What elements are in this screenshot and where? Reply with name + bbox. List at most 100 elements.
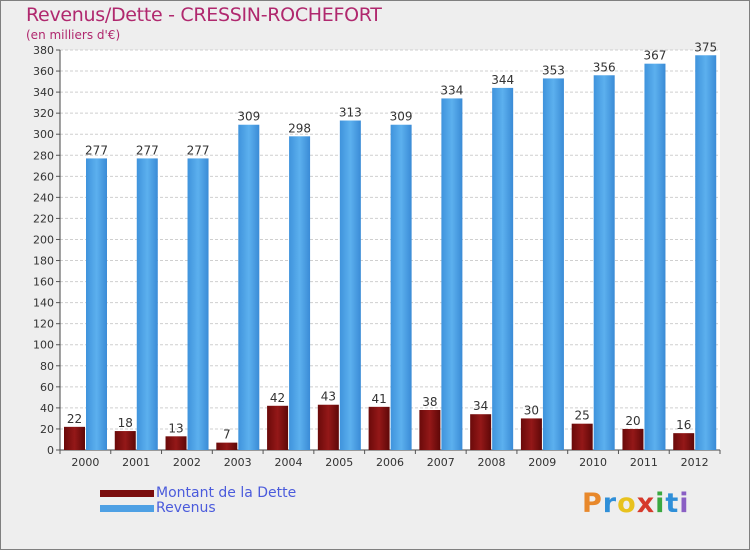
x-tick-label: 2004 (274, 456, 302, 469)
x-tick-label: 2003 (224, 456, 252, 469)
value-label-revenus: 353 (542, 63, 565, 77)
y-tick-label: 140 (33, 297, 54, 310)
x-tick-label: 2005 (325, 456, 353, 469)
value-label-dette: 20 (625, 414, 640, 428)
y-tick-label: 20 (40, 423, 54, 436)
value-label-dette: 13 (168, 421, 183, 435)
x-tick-label: 2001 (122, 456, 150, 469)
y-tick-label: 240 (33, 191, 54, 204)
value-label-dette: 42 (270, 391, 285, 405)
bar-dette (470, 414, 492, 450)
legend-label-dette: Montant de la Dette (156, 485, 297, 501)
y-tick-label: 360 (33, 65, 54, 78)
bar-dette (571, 423, 593, 450)
value-label-revenus: 313 (339, 106, 362, 120)
x-tick-label: 2000 (71, 456, 99, 469)
value-label-revenus: 356 (593, 60, 616, 74)
bar-dette (317, 404, 339, 450)
value-label-dette: 18 (118, 416, 133, 430)
value-label-revenus: 277 (136, 143, 159, 157)
x-tick-label: 2010 (579, 456, 607, 469)
x-tick-label: 2007 (427, 456, 455, 469)
value-label-revenus: 375 (694, 40, 717, 54)
value-label-dette: 30 (524, 403, 539, 417)
y-tick-label: 160 (33, 276, 54, 289)
logo-letter: t (665, 488, 680, 519)
x-tick-label: 2008 (478, 456, 506, 469)
x-tick-label: 2012 (681, 456, 709, 469)
bar-dette (520, 418, 542, 450)
bar-dette (267, 405, 289, 450)
value-label-dette: 25 (575, 409, 590, 423)
chart-title: Revenus/Dette - CRESSIN-ROCHEFORT (26, 4, 382, 26)
y-tick-label: 40 (40, 402, 54, 415)
bar-dette (419, 410, 441, 450)
bar-dette (165, 436, 187, 450)
y-tick-label: 180 (33, 255, 54, 268)
bar-dette (622, 428, 644, 450)
value-label-revenus: 367 (644, 49, 667, 63)
x-tick-label: 2006 (376, 456, 404, 469)
logo-letter: x (636, 488, 656, 519)
y-tick-label: 0 (47, 444, 54, 457)
value-label-dette: 34 (473, 399, 488, 413)
value-label-dette: 7 (223, 428, 231, 442)
x-tick-label: 2009 (528, 456, 556, 469)
x-tick-label: 2002 (173, 456, 201, 469)
bar-revenus (644, 63, 666, 451)
bar-revenus (695, 55, 717, 451)
value-label-revenus: 277 (187, 143, 210, 157)
bar-revenus (339, 120, 361, 451)
bar-revenus (136, 158, 158, 450)
value-label-dette: 43 (321, 390, 336, 404)
logo-letter: o (617, 488, 637, 519)
y-tick-label: 200 (33, 233, 54, 246)
value-label-revenus: 298 (288, 121, 311, 135)
value-label-revenus: 344 (491, 73, 514, 87)
y-tick-label: 300 (33, 128, 54, 141)
bar-revenus (390, 124, 412, 450)
value-label-dette: 22 (67, 412, 82, 426)
y-tick-label: 320 (33, 107, 54, 120)
bar-revenus (593, 75, 615, 451)
legend-label-revenus: Revenus (156, 500, 216, 516)
value-label-dette: 38 (422, 395, 437, 409)
logo-letter: i (679, 488, 690, 519)
value-label-revenus: 309 (237, 110, 260, 124)
y-tick-label: 80 (40, 360, 54, 373)
bar-revenus (238, 124, 260, 450)
value-label-revenus: 334 (440, 83, 463, 97)
legend-swatch-dette (100, 490, 154, 497)
legend-swatch-revenus (100, 505, 154, 512)
logo-letter: P (582, 488, 603, 519)
logo-letter: r (602, 488, 618, 519)
y-tick-label: 220 (33, 212, 54, 225)
bar-revenus (86, 158, 107, 450)
bar-dette (673, 433, 695, 450)
bar-revenus (441, 98, 463, 450)
y-tick-label: 380 (33, 44, 54, 57)
proxiti-logo: Proxiti (582, 488, 690, 519)
bar-dette (368, 406, 390, 450)
value-label-dette: 16 (676, 418, 691, 432)
bar-revenus (187, 158, 209, 450)
x-tick-label: 2011 (630, 456, 658, 469)
y-tick-label: 120 (33, 318, 54, 331)
bar-dette (64, 426, 85, 450)
y-tick-label: 340 (33, 86, 54, 99)
value-label-revenus: 277 (85, 143, 108, 157)
bar-revenus (492, 87, 514, 450)
bar-dette (114, 431, 136, 450)
y-tick-label: 260 (33, 170, 54, 183)
y-tick-label: 100 (33, 339, 54, 352)
bar-revenus (542, 78, 564, 450)
value-label-dette: 41 (371, 392, 386, 406)
y-tick-label: 60 (40, 381, 54, 394)
y-tick-label: 280 (33, 149, 54, 162)
logo-letter: i (655, 488, 666, 519)
bar-revenus (289, 136, 311, 450)
value-label-revenus: 309 (390, 110, 413, 124)
chart-subtitle: (en milliers d'€) (26, 28, 121, 42)
bar-dette (216, 442, 238, 450)
